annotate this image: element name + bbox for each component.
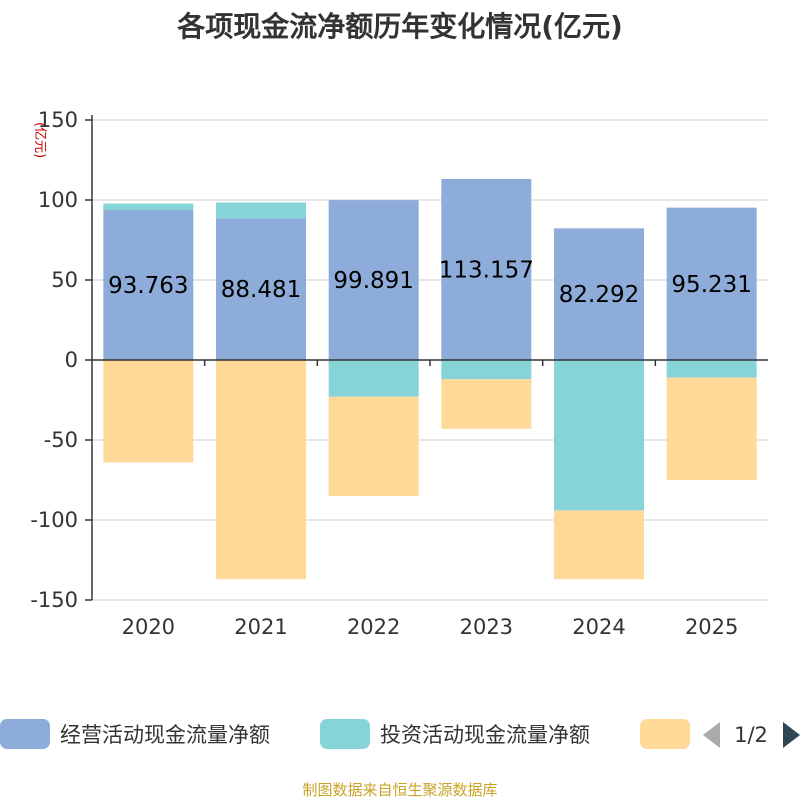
y-tick-label: -150 <box>30 588 78 612</box>
bar-value-label: 99.891 <box>333 268 413 294</box>
x-tick-label: 2024 <box>572 615 625 639</box>
bar-value-label: 82.292 <box>559 282 639 308</box>
legend-swatch-2 <box>320 719 370 749</box>
x-tick-label: 2022 <box>347 615 400 639</box>
grid-lines <box>92 119 768 601</box>
bar-2022-series-1 <box>328 200 419 360</box>
y-axis-unit: (亿元) <box>32 122 47 158</box>
chart-title: 各项现金流净额历年变化情况(亿元) <box>176 10 623 43</box>
bar-2020-series-2 <box>103 203 194 210</box>
bar-2023-series-3 <box>441 379 532 429</box>
bar-2023-series-2 <box>441 360 532 380</box>
y-tick-label: 150 <box>38 108 78 132</box>
x-tick-label: 2020 <box>122 615 175 639</box>
y-tick-label: 0 <box>65 348 78 372</box>
bar-2021-series-3 <box>216 360 306 580</box>
y-tick-label: -100 <box>30 508 78 532</box>
bar-2024-series-3 <box>554 510 644 580</box>
legend-label-1: 经营活动现金流量净额 <box>60 723 270 747</box>
bar-2023-series-1 <box>441 178 532 360</box>
axes: 150 100 50 0 -50 -100 -150 2020 2021 2022 2023 2024… <box>30 108 768 639</box>
bar-value-label: 113.157 <box>439 257 534 283</box>
legend-next-arrow-icon <box>783 722 800 748</box>
legend: 经营活动现金流量净额 投资活动现金流量净额 1/2 <box>0 719 800 749</box>
data-source: 制图数据来自恒生聚源数据库 <box>302 781 497 799</box>
legend-swatch-3 <box>640 719 690 749</box>
bar-2022-series-3 <box>328 396 419 496</box>
y-tick-label: 50 <box>51 268 78 292</box>
bar-value-label: 93.763 <box>108 273 188 299</box>
legend-swatch-1 <box>0 719 50 749</box>
bar-2024-series-1 <box>554 228 644 360</box>
y-tick-label: -50 <box>44 428 78 452</box>
data-labels: 93.763 88.481 99.891 113.157 82.292 95.231 <box>108 257 752 308</box>
legend-page-indicator: 1/2 <box>734 723 768 747</box>
bar-2021-series-1 <box>216 218 306 360</box>
bar-2024-series-2 <box>554 360 644 511</box>
bar-2025-series-2 <box>666 360 757 378</box>
legend-prev-arrow-icon <box>703 722 720 748</box>
bar-2025-series-3 <box>666 377 757 480</box>
bar-value-label: 88.481 <box>221 277 301 303</box>
x-tick-label: 2023 <box>460 615 513 639</box>
bar-2020-series-1 <box>103 209 194 360</box>
y-tick-label: 100 <box>38 188 78 212</box>
bar-2025-series-1 <box>666 207 757 360</box>
bar-2020-series-3 <box>103 360 194 463</box>
bars <box>103 178 757 580</box>
bar-2021-series-2 <box>216 202 306 219</box>
legend-label-2: 投资活动现金流量净额 <box>380 723 590 747</box>
x-tick-label: 2025 <box>685 615 738 639</box>
x-tick-label: 2021 <box>234 615 287 639</box>
bar-value-label: 95.231 <box>671 272 751 298</box>
bar-2022-series-2 <box>328 360 419 397</box>
